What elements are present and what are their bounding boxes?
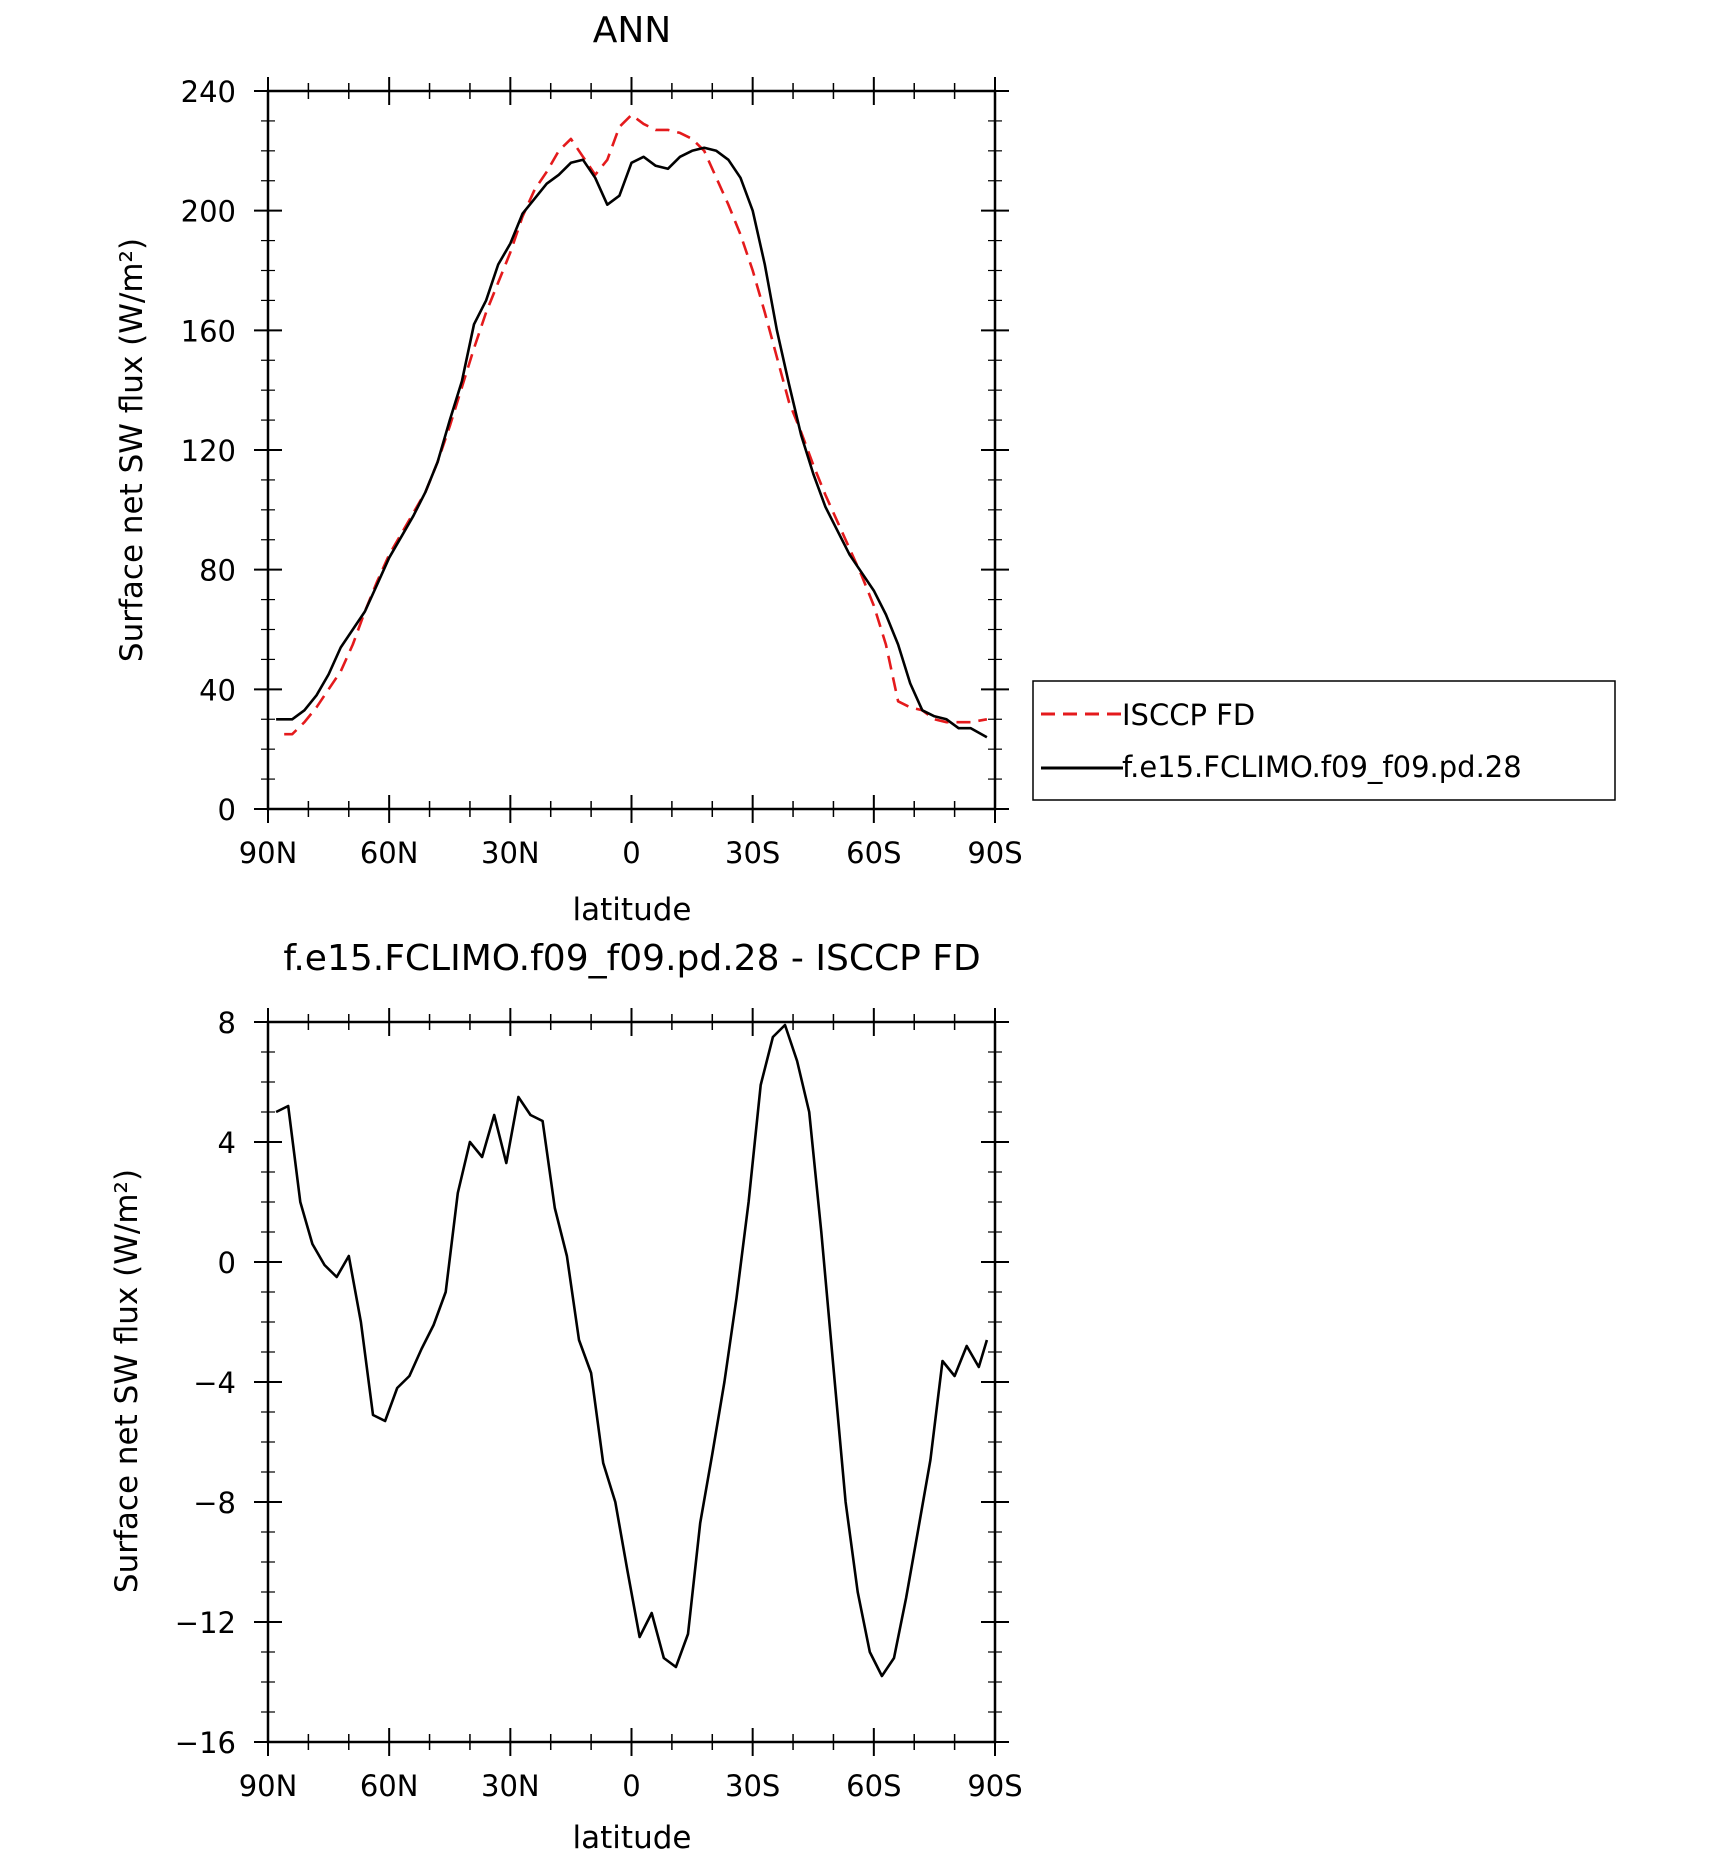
y-tick-label: 240: [181, 75, 236, 109]
y-axis-label: Surface net SW flux (W/m²): [114, 238, 150, 662]
legend-box: [1032, 680, 1616, 801]
y-tick-label: −12: [175, 1606, 236, 1640]
bottom-chart: f.e15.FCLIMO.f09_f09.pd.28 - ISCCP FD −1…: [109, 938, 1023, 1850]
x-tick-label: 90N: [239, 1769, 298, 1803]
x-tick-label: 60S: [846, 1769, 901, 1803]
y-tick-label: −8: [193, 1486, 236, 1520]
x-tick-label: 90S: [967, 836, 1022, 870]
legend: ISCCP FD f.e15.FCLIMO.f09_f09.pd.28: [1032, 680, 1616, 801]
y-tick-labels: −16 −12 −8 −4 0 4 8: [175, 1006, 236, 1760]
x-tick-label: 30N: [481, 1769, 540, 1803]
y-tick-label: 160: [181, 314, 236, 348]
y-tick-label: 8: [218, 1006, 236, 1040]
x-tick-label: 60S: [846, 836, 901, 870]
y-tick-label: 40: [199, 673, 236, 707]
x-axis-label: latitude: [573, 1820, 692, 1850]
x-tick-label: 0: [622, 1769, 640, 1803]
legend-label-model: f.e15.FCLIMO.f09_f09.pd.28: [1122, 750, 1522, 784]
y-tick-label: 4: [218, 1126, 236, 1160]
series-line-1: [276, 146, 988, 739]
x-tick-label: 30N: [481, 836, 540, 870]
x-tick-label: 90N: [239, 836, 298, 870]
y-tick-label: 0: [218, 1246, 236, 1280]
y-axis-label: Surface net SW flux (W/m²): [109, 1169, 145, 1593]
x-axis-label: latitude: [573, 892, 692, 928]
x-tick-label: 60N: [360, 1769, 419, 1803]
series-line-0: [284, 113, 988, 736]
plot-frame: [266, 89, 997, 811]
x-tick-label: 0: [622, 836, 640, 870]
x-tick-label: 60N: [360, 836, 419, 870]
y-tick-label: −4: [193, 1366, 236, 1400]
x-tick-label: 30S: [725, 1769, 780, 1803]
series-lines: [276, 113, 988, 739]
y-tick-labels: 0 40 80 120 160 200 240: [181, 75, 236, 827]
plot-frame: [266, 1020, 997, 1744]
x-tick-labels: 90N 60N 30N 0 30S 60S 90S: [239, 836, 1023, 870]
series-line-0: [275, 1023, 989, 1678]
x-tick-label: 30S: [725, 836, 780, 870]
y-tick-label: 120: [181, 434, 236, 468]
chart-title: f.e15.FCLIMO.f09_f09.pd.28 - ISCCP FD: [283, 938, 980, 979]
tick-marks: [254, 77, 1009, 823]
x-tick-label: 90S: [967, 1769, 1022, 1803]
legend-label-isccp: ISCCP FD: [1122, 698, 1255, 732]
x-tick-labels: 90N 60N 30N 0 30S 60S 90S: [239, 1769, 1023, 1803]
y-tick-label: 200: [181, 195, 236, 229]
chart-title: ANN: [593, 10, 672, 51]
y-tick-label: 0: [218, 793, 236, 827]
y-tick-label: 80: [199, 554, 236, 588]
y-tick-label: −16: [175, 1726, 236, 1760]
series-lines: [275, 1023, 989, 1678]
